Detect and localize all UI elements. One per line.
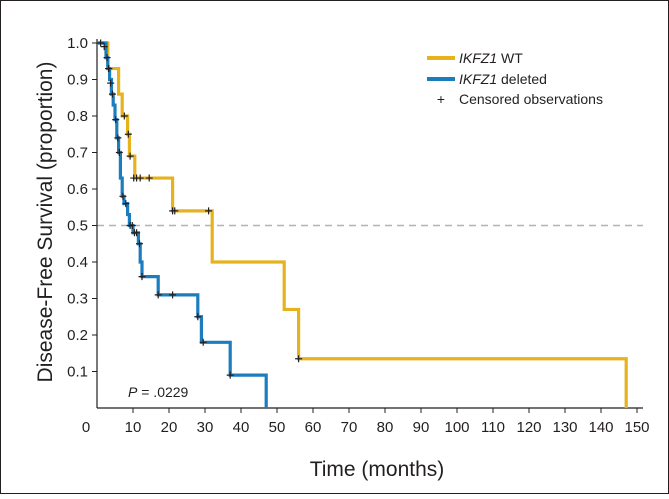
x-tick-label-30: 30 bbox=[197, 419, 214, 436]
x-tick-label-150: 150 bbox=[624, 419, 649, 436]
censor-mark-deleted-21 bbox=[226, 371, 234, 379]
censor-mark-wt-6 bbox=[136, 174, 144, 182]
y-axis-title: Disease-Free Survival (proportion) bbox=[34, 62, 57, 383]
y-tick-label-0.1: 0.1 bbox=[67, 364, 88, 381]
censor-mark-deleted-0 bbox=[97, 39, 105, 47]
y-tick-label-0.4: 0.4 bbox=[67, 254, 88, 271]
y-tick-label-0.6: 0.6 bbox=[67, 181, 88, 198]
y-tick-label-0.3: 0.3 bbox=[67, 291, 88, 308]
y-tick-label-0.9: 0.9 bbox=[67, 72, 88, 89]
censor-mark-deleted-7 bbox=[114, 134, 122, 142]
censor-mark-deleted-8 bbox=[115, 149, 123, 156]
p-value-prefix: P bbox=[128, 384, 138, 400]
legend-label-wt: IKFZ1 WT bbox=[459, 50, 523, 66]
legend-label-censored: Censored observations bbox=[459, 91, 603, 107]
x-tick-label-130: 130 bbox=[552, 419, 577, 436]
x-axis-title: Time (months) bbox=[310, 458, 445, 481]
censor-marks-layer bbox=[97, 39, 303, 379]
censor-mark-deleted-3 bbox=[105, 65, 113, 73]
legend: IKFZ1 WT IKFZ1 deleted + Censored observ… bbox=[427, 50, 603, 107]
censor-mark-wt-7 bbox=[145, 174, 153, 182]
x-tick-label-0: 0 bbox=[82, 419, 90, 436]
x-tick-label-60: 60 bbox=[305, 419, 322, 436]
y-tick-label-0.8: 0.8 bbox=[67, 108, 88, 125]
x-tick-label-140: 140 bbox=[588, 419, 613, 436]
x-tick-label-10: 10 bbox=[125, 419, 142, 436]
legend-label-deleted: IKFZ1 deleted bbox=[459, 71, 547, 87]
series-line-wt bbox=[97, 41, 628, 408]
censor-mark-wt-2 bbox=[124, 130, 132, 138]
censor-mark-deleted-1 bbox=[100, 43, 108, 51]
x-tick-label-120: 120 bbox=[516, 419, 541, 436]
y-tick-label-0.7: 0.7 bbox=[67, 145, 88, 162]
y-tick-label-0.2: 0.2 bbox=[67, 327, 88, 344]
censor-mark-deleted-9 bbox=[119, 192, 127, 200]
legend-censor-symbol: + bbox=[437, 91, 445, 107]
censor-mark-deleted-15 bbox=[135, 240, 143, 248]
p-value-label: P = .0229 bbox=[128, 384, 189, 400]
axes-layer: 0 10 20 30 40 50 60 70 80 90 100 110 120 130 140 150 0.1… bbox=[67, 35, 649, 436]
censor-mark-deleted-16 bbox=[138, 273, 146, 281]
x-tick-label-70: 70 bbox=[341, 419, 358, 436]
x-tick-label-110: 110 bbox=[481, 419, 505, 436]
x-tick-label-20: 20 bbox=[161, 419, 178, 436]
censor-mark-wt-1 bbox=[120, 112, 128, 120]
censor-mark-deleted-20 bbox=[199, 338, 207, 346]
y-tick-label-1.0: 1.0 bbox=[67, 35, 88, 52]
p-value-text: = .0229 bbox=[137, 384, 188, 400]
censor-mark-deleted-12 bbox=[128, 222, 136, 229]
censor-mark-deleted-2 bbox=[103, 54, 111, 62]
y-tick-label-0.5: 0.5 bbox=[67, 218, 88, 235]
x-tick-label-100: 100 bbox=[444, 419, 469, 436]
x-tick-label-40: 40 bbox=[233, 419, 250, 436]
x-tick-label-80: 80 bbox=[377, 419, 394, 436]
censor-mark-deleted-18 bbox=[169, 291, 177, 299]
censor-mark-deleted-5 bbox=[108, 90, 116, 98]
censor-mark-wt-3 bbox=[126, 152, 134, 160]
censor-mark-deleted-10 bbox=[122, 200, 130, 208]
censor-mark-wt-10 bbox=[205, 207, 213, 215]
censor-mark-wt-9 bbox=[171, 207, 179, 215]
x-tick-label-90: 90 bbox=[413, 419, 430, 436]
censor-mark-deleted-6 bbox=[112, 116, 120, 124]
x-tick-label-50: 50 bbox=[269, 419, 286, 436]
censor-mark-deleted-17 bbox=[154, 291, 162, 299]
censor-mark-wt-11 bbox=[295, 355, 303, 363]
censor-mark-deleted-19 bbox=[194, 313, 202, 321]
censor-mark-deleted-4 bbox=[107, 79, 115, 87]
censor-mark-deleted-14 bbox=[133, 229, 141, 237]
